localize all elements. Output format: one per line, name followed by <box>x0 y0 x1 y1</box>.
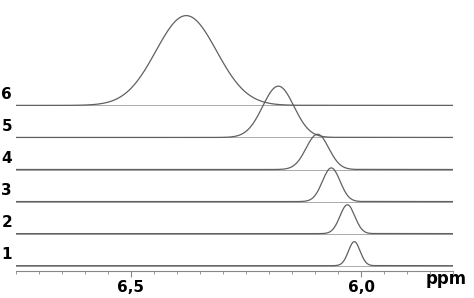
Text: 3: 3 <box>1 183 12 198</box>
Text: 1: 1 <box>1 247 12 262</box>
Text: ppm: ppm <box>426 269 467 288</box>
Text: 5: 5 <box>1 119 12 134</box>
Text: 4: 4 <box>1 151 12 166</box>
Text: 2: 2 <box>1 215 12 230</box>
Text: 6: 6 <box>1 86 12 102</box>
